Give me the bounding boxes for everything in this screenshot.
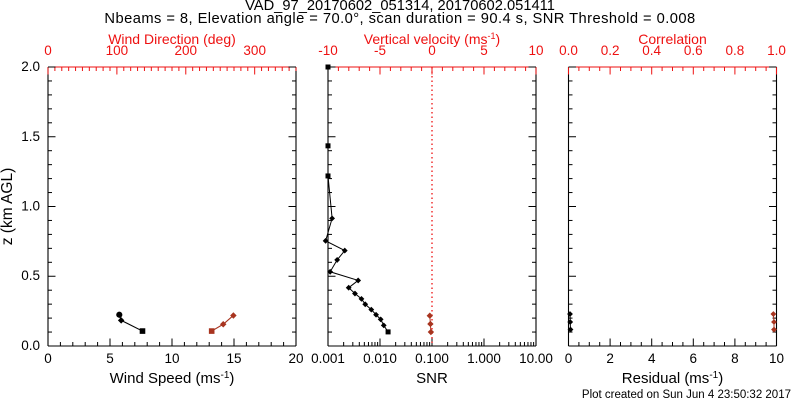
svg-text:300: 300	[243, 43, 266, 58]
svg-text:0.0: 0.0	[21, 338, 40, 353]
svg-text:10: 10	[528, 43, 543, 58]
svg-text:2.0: 2.0	[21, 59, 40, 74]
svg-text:0.0: 0.0	[559, 43, 578, 58]
svg-text:1.5: 1.5	[21, 129, 40, 144]
svg-text:10: 10	[164, 351, 179, 366]
svg-text:5: 5	[106, 351, 114, 366]
svg-text:0: 0	[428, 43, 436, 58]
svg-text:z (km AGL): z (km AGL)	[0, 168, 16, 246]
svg-text:8: 8	[731, 351, 739, 366]
svg-text:4: 4	[648, 351, 656, 366]
svg-text:5: 5	[480, 43, 488, 58]
svg-text:0: 0	[44, 43, 52, 58]
svg-text:0.6: 0.6	[684, 43, 703, 58]
svg-text:0: 0	[565, 351, 573, 366]
svg-text:6: 6	[690, 351, 698, 366]
svg-text:0.2: 0.2	[601, 43, 620, 58]
svg-text:0.001: 0.001	[311, 351, 345, 366]
svg-text:Wind Speed (ms-1): Wind Speed (ms-1)	[110, 370, 235, 388]
svg-text:-10: -10	[318, 43, 338, 58]
svg-text:0.5: 0.5	[21, 268, 40, 283]
svg-text:0.4: 0.4	[642, 43, 661, 58]
svg-text:Plot created on Sun Jun 4 23:: Plot created on Sun Jun 4 23:50:32 2017	[582, 389, 791, 400]
svg-text:Nbeams = 8, Elevation angle =: Nbeams = 8, Elevation angle = 70.0°, sca…	[104, 11, 695, 27]
svg-text:0.8: 0.8	[726, 43, 745, 58]
svg-text:1.000: 1.000	[467, 351, 501, 366]
svg-text:1.0: 1.0	[767, 43, 786, 58]
svg-text:SNR: SNR	[416, 370, 448, 387]
svg-text:15: 15	[226, 351, 241, 366]
svg-text:200: 200	[175, 43, 198, 58]
svg-text:Residual (ms-1): Residual (ms-1)	[622, 370, 723, 388]
svg-text:20: 20	[288, 351, 303, 366]
svg-text:100: 100	[106, 43, 129, 58]
svg-text:0.100: 0.100	[415, 351, 449, 366]
svg-text:2: 2	[606, 351, 614, 366]
svg-text:-5: -5	[374, 43, 386, 58]
svg-text:1.0: 1.0	[21, 199, 40, 214]
svg-text:0.010: 0.010	[363, 351, 397, 366]
svg-text:0: 0	[44, 351, 52, 366]
svg-text:10.00: 10.00	[519, 351, 553, 366]
svg-text:10: 10	[769, 351, 784, 366]
